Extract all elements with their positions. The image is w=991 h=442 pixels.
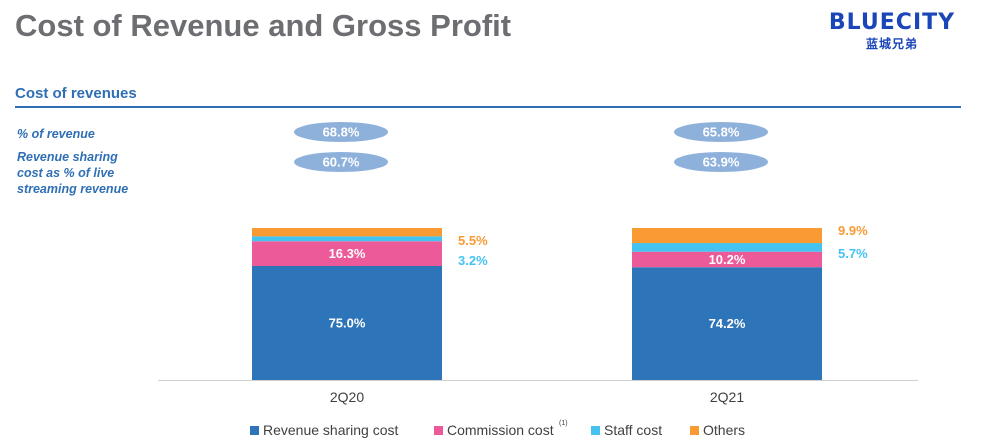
rev-sharing-oval-2Q21 [674, 152, 768, 172]
rev-sharing-oval-2Q20 [294, 152, 388, 172]
bar-2Q21-seg-3 [632, 228, 822, 244]
data-label-2Q20-others: 5.5% [458, 233, 488, 248]
legend-label-0: Revenue sharing cost [263, 422, 399, 438]
data-label-2Q20-staff: 3.2% [458, 253, 488, 268]
rev-sharing-label: Revenue sharing cost as % of live stream… [17, 150, 129, 196]
bar-2Q21-seg-0 [632, 267, 822, 380]
rev-sharing-value-2Q20: 60.7% [323, 155, 360, 170]
bluecity-logo: BLUECITY 蓝城兄弟 [818, 10, 966, 52]
legend-swatch-3 [690, 426, 699, 435]
data-label-2Q21-others: 9.9% [838, 223, 868, 238]
bar-2Q21-seg-2 [632, 243, 822, 252]
rev-sharing-value-2Q21: 63.9% [703, 155, 740, 170]
bar-2Q21-seg-1 [632, 251, 822, 268]
pct-revenue-value-2Q20: 68.8% [323, 125, 360, 140]
legend-footnote-1: (1) [559, 420, 568, 427]
pct-revenue-label: % of revenue [17, 127, 95, 141]
legend-label-3: Others [703, 422, 745, 438]
data-label-2Q20-seg-0: 75.0% [329, 316, 366, 331]
data-label-2Q21-seg-0: 74.2% [709, 316, 746, 331]
legend-label-1: Commission cost [447, 422, 554, 438]
data-label-2Q20-seg-1: 16.3% [329, 246, 366, 261]
legend-swatch-0 [250, 426, 259, 435]
data-label-2Q21-seg-1: 10.2% [709, 252, 746, 267]
bar-2Q20-seg-0 [252, 266, 442, 380]
pct-revenue-oval-2Q21 [674, 122, 768, 142]
section-title: Cost of revenues [15, 85, 137, 102]
logo-subtitle: 蓝城兄弟 [865, 37, 918, 51]
legend-swatch-1 [434, 426, 443, 435]
pct-revenue-value-2Q21: 65.8% [703, 125, 740, 140]
legend-label-2: Staff cost [604, 422, 662, 438]
bar-2Q20-seg-1 [252, 241, 442, 266]
category-label-2Q20: 2Q20 [330, 389, 364, 405]
logo-name: BLUECITY [828, 10, 956, 35]
pct-revenue-oval-2Q20 [294, 122, 388, 142]
category-label-2Q21: 2Q21 [710, 389, 744, 405]
page-title: Cost of Revenue and Gross Profit [15, 8, 512, 43]
section-divider [15, 106, 961, 108]
data-label-2Q21-staff: 5.7% [838, 246, 868, 261]
bar-2Q20-seg-2 [252, 236, 442, 242]
legend-swatch-2 [591, 426, 600, 435]
bar-2Q20-seg-3 [252, 228, 442, 237]
